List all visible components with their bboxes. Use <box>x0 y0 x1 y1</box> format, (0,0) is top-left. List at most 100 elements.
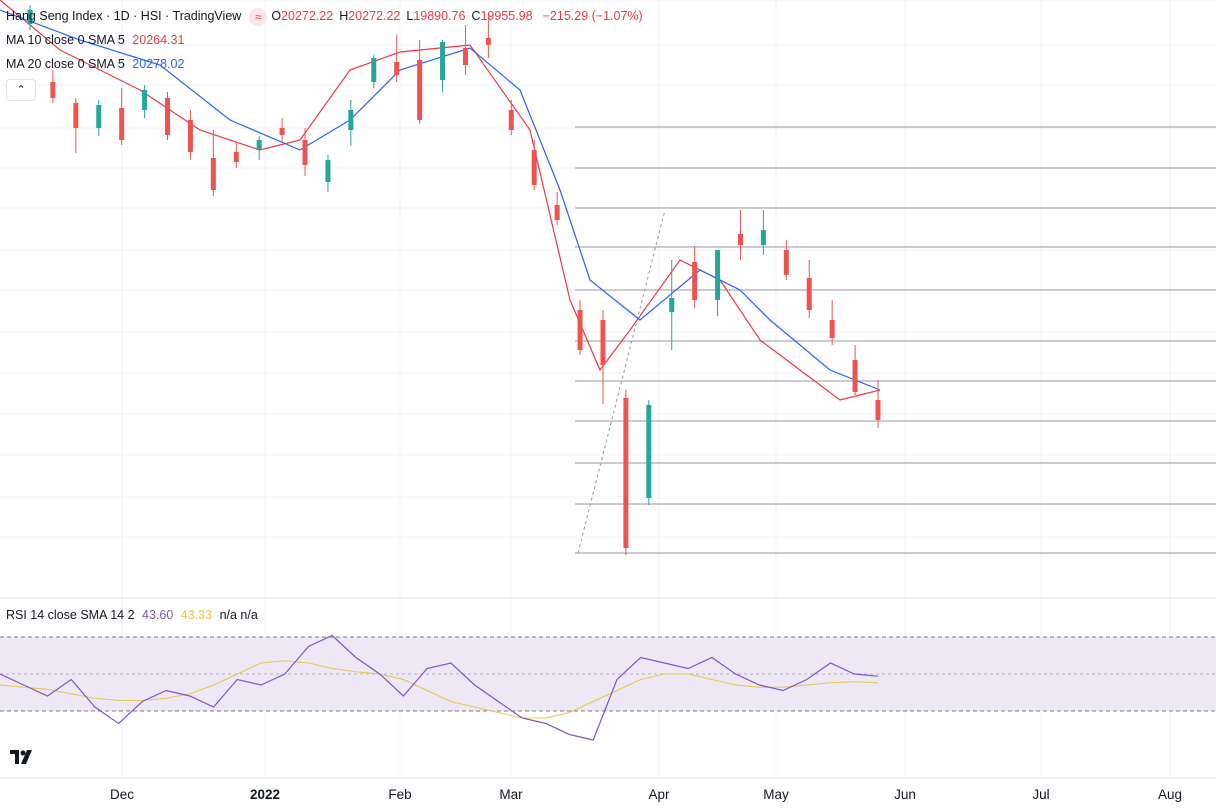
candle-body <box>302 140 308 165</box>
candle-body <box>737 234 743 245</box>
ohlc-value: 19955.98 <box>480 9 533 24</box>
symbol-legend: Hang Seng Index · 1D · HSI · TradingView… <box>6 8 649 26</box>
time-axis-label: 2022 <box>249 787 281 802</box>
candle <box>829 300 835 345</box>
candle <box>233 142 239 168</box>
candle-body <box>73 103 79 128</box>
candle <box>96 100 102 136</box>
ohlc-key: O <box>271 9 282 24</box>
ma10-value: 20264.31 <box>132 33 185 47</box>
candle-body <box>233 152 239 162</box>
candle-body <box>119 108 125 140</box>
candle-body <box>394 62 400 75</box>
time-axis-label: Jul <box>1032 787 1050 802</box>
candle <box>165 92 171 140</box>
candle <box>646 400 652 505</box>
ohlc-value: 20272.22 <box>348 9 401 24</box>
time-axis-label: May <box>763 787 789 802</box>
tradingview-logo-icon[interactable] <box>8 745 36 767</box>
candle <box>256 136 262 160</box>
candle-body <box>600 320 606 365</box>
candle-body <box>692 262 698 300</box>
candle-body <box>27 10 33 24</box>
candle <box>371 55 377 88</box>
symbol-title[interactable]: Hang Seng Index · 1D · HSI · TradingView <box>6 9 242 24</box>
candle-body <box>852 360 858 392</box>
time-axis-label: Aug <box>1157 787 1183 802</box>
ma20-label: MA 20 close 0 SMA 5 <box>6 57 125 71</box>
ma20-legend[interactable]: MA 20 close 0 SMA 5 20278.02 <box>6 56 188 72</box>
candle <box>508 100 514 135</box>
candle-body <box>50 82 56 98</box>
rsi-legend[interactable]: RSI 14 close SMA 14 2 43.60 43.33 n/a n/… <box>6 607 262 623</box>
candle <box>485 15 491 58</box>
candle-body <box>715 250 721 300</box>
rsi-value: 43.60 <box>142 608 174 622</box>
candle-body <box>554 205 560 220</box>
candle-body <box>760 230 766 245</box>
candle <box>417 40 423 124</box>
candle-body <box>646 405 652 498</box>
rsi-line <box>0 634 879 741</box>
candle-body <box>485 38 491 45</box>
candle-body <box>623 398 629 548</box>
ma10-line <box>0 0 881 401</box>
candle <box>669 260 675 350</box>
candle <box>737 210 743 260</box>
compare-icon[interactable]: ≈ <box>249 8 268 26</box>
candle-body <box>875 400 881 420</box>
candle-body <box>531 150 537 185</box>
candle-body <box>256 140 262 150</box>
candle <box>577 300 583 355</box>
candle-body <box>440 42 446 80</box>
candle <box>348 100 354 146</box>
collapse-legend-button[interactable]: ⌃ <box>6 79 36 101</box>
candle <box>440 40 446 92</box>
candle-body <box>142 90 148 110</box>
candle <box>600 310 606 404</box>
candle-body <box>669 298 675 312</box>
rsi-sma-value: 43.33 <box>180 608 213 622</box>
ohlc-values: O20272.22 H20272.22 L19890.76 C19955.98 <box>271 9 538 23</box>
ohlc-value: 19890.76 <box>413 9 466 24</box>
candle <box>692 246 698 308</box>
candle <box>187 110 193 160</box>
ohlc-key: H <box>339 9 349 24</box>
ma10-label: MA 10 close 0 SMA 5 <box>6 33 125 47</box>
candlesticks <box>27 5 881 555</box>
candle-body <box>165 98 171 135</box>
candle <box>302 128 308 176</box>
candle <box>623 390 629 555</box>
candle <box>325 155 331 192</box>
price-change: −215.29 (−1.07%) <box>542 9 643 24</box>
time-axis-label: Jun <box>894 787 916 802</box>
candle-body <box>210 158 216 190</box>
candle <box>462 25 468 75</box>
time-axis-label: Mar <box>499 787 523 802</box>
ohlc-value: 20272.22 <box>281 9 334 24</box>
candle <box>806 260 812 318</box>
candle <box>760 210 766 255</box>
fib-trendline <box>577 209 666 554</box>
rsi-extra: n/a n/a <box>219 608 258 622</box>
candle-body <box>187 120 193 152</box>
fibonacci-levels <box>575 126 1216 554</box>
candle-body <box>371 58 377 82</box>
rsi-label: RSI 14 close SMA 14 2 <box>6 608 135 622</box>
candle-body <box>417 60 423 120</box>
candle <box>783 240 789 280</box>
candle-body <box>829 320 835 338</box>
candle <box>279 118 285 142</box>
candle <box>875 380 881 428</box>
chevron-up-icon: ⌃ <box>16 84 26 96</box>
candle-body <box>325 160 331 182</box>
candle <box>119 88 125 145</box>
candle <box>852 345 858 395</box>
candle <box>73 98 79 153</box>
candle <box>27 5 33 30</box>
candle-body <box>462 48 468 65</box>
candle-body <box>508 110 514 130</box>
ma20-value: 20278.02 <box>132 57 185 71</box>
ma10-legend[interactable]: MA 10 close 0 SMA 5 20264.31 <box>6 32 188 48</box>
